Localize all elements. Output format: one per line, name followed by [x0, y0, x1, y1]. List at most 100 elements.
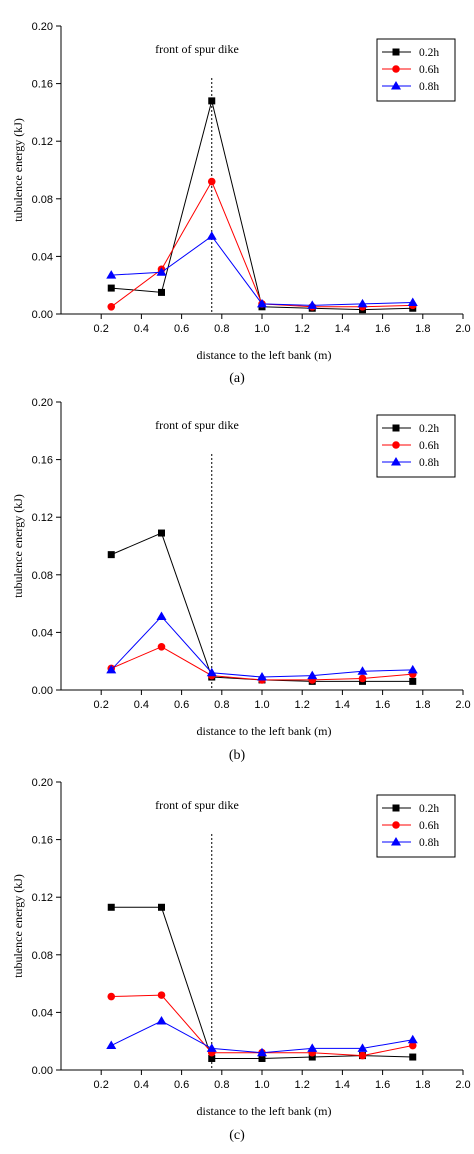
series-line-0.2h — [111, 906, 413, 1059]
legend-marker-0.8h — [391, 81, 401, 90]
x-tick-label: 1.2 — [295, 1079, 310, 1091]
x-tick-label: 1.2 — [295, 323, 310, 335]
y-tick-label: 0.20 — [32, 397, 53, 409]
chart-panel-b: 0.2 0.4 0.6 0.8 1.0 1.2 1.4 1.6 1.8 2.0 0.00 0.04 0.… — [11, 397, 471, 763]
spur-dike-annotation: front of spur dike — [155, 418, 239, 432]
x-tick-label: 0.2 — [94, 1079, 109, 1091]
series-line-0.6h — [110, 180, 413, 308]
legend-label: 0.8h — [419, 457, 439, 469]
data-point-0.8h — [106, 664, 117, 674]
data-point-0.2h — [107, 551, 115, 559]
data-point-0.2h — [208, 97, 216, 105]
data-point-0.8h — [307, 1043, 318, 1052]
x-tick-label: 1.4 — [335, 1079, 350, 1091]
data-point-0.2h — [158, 288, 165, 296]
x-tick-label: 1.0 — [254, 323, 269, 335]
data-point-0.8h — [257, 1047, 267, 1057]
legend-marker-0.2h — [392, 424, 400, 432]
data-point-0.6h — [207, 177, 216, 186]
series-line-0.6h — [111, 994, 413, 1057]
legend-box — [376, 414, 456, 478]
y-axis-title: tubulence energy (kJ) — [11, 874, 25, 978]
x-tick-label: 0.6 — [174, 1079, 189, 1091]
x-tick-label: 1.8 — [415, 323, 430, 335]
legend-label: 0.2h — [419, 47, 439, 59]
data-point-0.6h — [358, 1051, 367, 1060]
y-tick-label: 0.00 — [32, 685, 53, 697]
x-tick-label: 0.6 — [174, 323, 189, 335]
legend-label: 0.6h — [419, 820, 439, 832]
y-tick-label: 0.04 — [32, 627, 53, 639]
series-line-0.2h — [111, 100, 413, 311]
y-tick-label: 0.04 — [32, 1007, 53, 1019]
x-tick-label: 1.8 — [415, 1079, 430, 1091]
x-tick-label: 0.2 — [94, 323, 109, 335]
y-tick-label: 0.16 — [32, 455, 53, 467]
data-point-0.2h — [409, 677, 417, 685]
y-tick-label: 0.12 — [32, 512, 53, 524]
data-point-0.6h — [358, 674, 367, 683]
data-point-0.8h — [156, 267, 167, 276]
y-axis-title: tubulence energy (kJ) — [11, 494, 25, 598]
y-tick-label: 0.08 — [32, 194, 53, 206]
x-tick-label: 0.4 — [134, 323, 149, 335]
x-tick-label: 1.8 — [415, 699, 430, 711]
y-tick-label: 0.04 — [32, 251, 53, 263]
y-axis-title: tubulence energy (kJ) — [11, 118, 25, 222]
data-point-0.8h — [257, 298, 267, 308]
y-tick-label: 0.20 — [32, 21, 53, 33]
data-point-0.2h — [409, 1053, 417, 1061]
x-tick-label: 0.8 — [214, 699, 229, 711]
data-point-0.8h — [357, 298, 368, 308]
legend-box — [376, 38, 456, 102]
panel-caption: (a) — [229, 371, 245, 386]
legend-marker-0.2h — [392, 48, 400, 56]
series-line-0.8h — [110, 615, 413, 678]
legend-label: 0.2h — [419, 803, 439, 815]
x-tick-label: 1.2 — [295, 699, 310, 711]
data-point-0.8h — [106, 270, 117, 279]
data-point-0.2h — [208, 1054, 216, 1062]
y-tick-label: 0.16 — [32, 79, 53, 91]
legend-marker-0.8h — [391, 837, 401, 846]
x-tick-label: 1.0 — [254, 699, 269, 711]
x-tick-label: 0.4 — [134, 699, 149, 711]
legend-marker-0.8h — [391, 457, 401, 466]
y-tick-label: 0.16 — [32, 835, 53, 847]
data-point-0.8h — [357, 666, 368, 675]
data-point-0.2h — [107, 903, 115, 911]
legend-box — [376, 794, 456, 858]
data-point-0.8h — [206, 667, 217, 677]
x-tick-label: 0.8 — [214, 1079, 229, 1091]
data-point-0.8h — [257, 672, 267, 681]
data-point-0.8h — [156, 611, 167, 621]
x-tick-label: 1.6 — [375, 699, 390, 711]
data-point-0.2h — [258, 1054, 266, 1062]
data-point-0.6h — [107, 992, 116, 1001]
data-point-0.6h — [408, 1041, 417, 1050]
data-point-0.8h — [357, 1043, 368, 1052]
x-tick-label: 0.4 — [134, 1079, 149, 1091]
x-tick-label: 2.0 — [455, 699, 470, 711]
data-point-0.8h — [407, 297, 418, 306]
x-tick-label: 1.6 — [375, 323, 390, 335]
x-tick-label: 1.4 — [335, 323, 350, 335]
y-tick-label: 0.00 — [32, 1065, 53, 1077]
panel-caption: (c) — [229, 1128, 245, 1143]
legend-marker-0.6h — [392, 821, 400, 829]
x-tick-label: 0.6 — [174, 699, 189, 711]
y-tick-label: 0.08 — [32, 950, 53, 962]
legend-marker-0.6h — [392, 441, 400, 449]
x-tick-label: 1.4 — [335, 699, 350, 711]
x-axis-title: distance to the left bank (m) — [197, 1104, 332, 1118]
legend-label: 0.8h — [419, 837, 439, 849]
chart-panel-c: 0.2 0.4 0.6 0.8 1.0 1.2 1.4 1.6 1.8 2.0 0.00 0.04 0.… — [11, 777, 471, 1143]
data-point-0.8h — [156, 1016, 167, 1025]
data-point-0.2h — [107, 284, 115, 292]
y-tick-label: 0.08 — [32, 570, 53, 582]
y-tick-label: 0.12 — [32, 892, 53, 904]
legend-marker-0.6h — [392, 65, 400, 73]
panel-caption: (b) — [229, 748, 246, 763]
x-axis-title: distance to the left bank (m) — [197, 724, 332, 738]
